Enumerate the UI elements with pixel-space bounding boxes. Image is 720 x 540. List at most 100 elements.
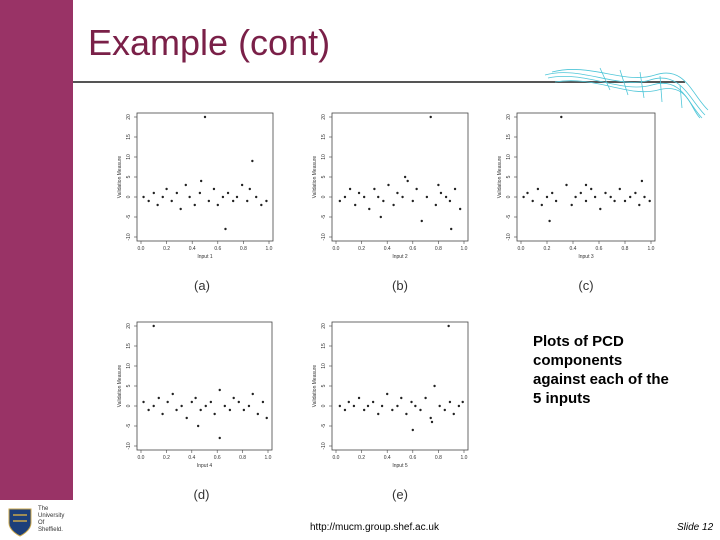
data-point xyxy=(175,191,179,195)
data-point xyxy=(405,412,408,416)
logo xyxy=(8,508,32,537)
y-axis-label: Validation Measure xyxy=(497,156,503,199)
data-point xyxy=(354,203,357,207)
data-point xyxy=(439,191,443,195)
x-tick-label: 0.8 xyxy=(622,246,629,252)
plot-frame xyxy=(136,321,273,451)
x-tick-label: 0.2 xyxy=(163,246,170,252)
data-point xyxy=(634,191,637,195)
data-point xyxy=(443,408,446,412)
y-tick-label: -10 xyxy=(321,442,327,449)
data-point xyxy=(429,115,432,119)
data-point xyxy=(590,187,593,191)
data-point xyxy=(609,195,612,199)
y-tick-label: -10 xyxy=(126,233,132,240)
x-tick-label: 0.8 xyxy=(239,455,246,461)
data-point xyxy=(392,203,395,207)
data-point xyxy=(377,195,380,199)
data-point xyxy=(396,191,399,195)
data-point xyxy=(184,183,187,187)
scatter-plot: 0.0 0.2 0.4 0.6 0.8 1.0 -10 -5 0 5 10 15 20 Input 3 Va… xyxy=(497,112,656,293)
data-point xyxy=(391,408,394,412)
data-point xyxy=(185,416,188,420)
y-tick-label: -10 xyxy=(506,233,512,240)
y-tick-label: 0 xyxy=(506,195,512,198)
plot-frame xyxy=(331,112,469,242)
y-tick-label: 15 xyxy=(506,134,512,140)
data-point xyxy=(157,396,160,400)
data-point xyxy=(648,199,651,203)
data-point xyxy=(246,199,249,203)
data-point xyxy=(147,199,150,203)
y-tick-label: 10 xyxy=(126,154,132,160)
data-point xyxy=(548,219,551,223)
x-tick-label: 0.4 xyxy=(570,246,577,252)
data-point xyxy=(386,392,389,396)
y-tick-label: 5 xyxy=(126,175,132,178)
data-point xyxy=(437,183,440,187)
x-tick-label: 0.4 xyxy=(189,246,196,252)
data-point xyxy=(643,195,646,199)
panel-label: (d) xyxy=(194,487,210,502)
data-point xyxy=(343,408,347,412)
x-tick-label: 0.2 xyxy=(544,246,551,252)
data-point xyxy=(420,219,423,223)
panel-label: (c) xyxy=(578,278,593,293)
data-point xyxy=(579,191,582,195)
data-point xyxy=(540,203,543,207)
plot-frame xyxy=(136,112,274,242)
x-axis-label: Input 1 xyxy=(197,254,213,260)
data-point xyxy=(570,203,573,207)
data-point xyxy=(218,436,221,440)
x-tick-label: 0.8 xyxy=(240,246,247,252)
data-point xyxy=(357,191,361,195)
data-point xyxy=(166,400,169,404)
data-point xyxy=(348,187,352,191)
title-rule xyxy=(73,81,685,83)
x-tick-label: 0.2 xyxy=(163,455,170,461)
logo-line: Of xyxy=(38,520,45,526)
data-point xyxy=(170,199,173,203)
data-point xyxy=(265,199,268,203)
x-tick-label: 1.0 xyxy=(266,246,273,252)
data-point xyxy=(574,195,577,199)
logo-line: Sheffield. xyxy=(38,527,63,533)
data-point xyxy=(261,400,265,404)
y-tick-label: 5 xyxy=(321,384,327,387)
data-point xyxy=(226,191,230,195)
x-axis-label: Input 5 xyxy=(392,463,408,469)
data-point xyxy=(218,388,221,392)
data-point xyxy=(434,203,438,207)
y-tick-label: 0 xyxy=(321,404,327,407)
data-point xyxy=(396,404,399,408)
data-point xyxy=(560,115,563,119)
y-tick-label: 0 xyxy=(321,195,327,198)
logo-line: University xyxy=(38,513,65,519)
data-point xyxy=(457,404,461,408)
y-tick-label: 10 xyxy=(321,154,327,160)
x-tick-label: 0.6 xyxy=(214,246,221,252)
data-point xyxy=(338,199,342,203)
y-axis-label: Validation Measure xyxy=(117,156,123,199)
data-point xyxy=(415,187,418,191)
data-point xyxy=(551,191,554,195)
panel-label: (a) xyxy=(194,278,210,293)
data-point xyxy=(438,404,441,408)
data-point xyxy=(565,183,568,187)
y-tick-label: 15 xyxy=(126,134,132,140)
data-point xyxy=(152,191,155,195)
x-tick-label: 0.4 xyxy=(384,246,391,252)
data-point xyxy=(251,392,254,396)
data-point xyxy=(224,227,227,231)
data-point xyxy=(452,412,455,416)
data-point xyxy=(248,187,251,191)
data-point xyxy=(414,404,417,408)
x-tick-label: 1.0 xyxy=(461,455,468,461)
y-tick-label: 20 xyxy=(506,114,512,120)
data-point xyxy=(593,195,597,199)
logo-text: The University Of Sheffield. xyxy=(38,506,64,534)
data-point xyxy=(411,199,414,203)
data-point xyxy=(209,400,213,404)
x-axis-label: Input 3 xyxy=(578,254,594,260)
x-tick-label: 0.4 xyxy=(384,455,391,461)
